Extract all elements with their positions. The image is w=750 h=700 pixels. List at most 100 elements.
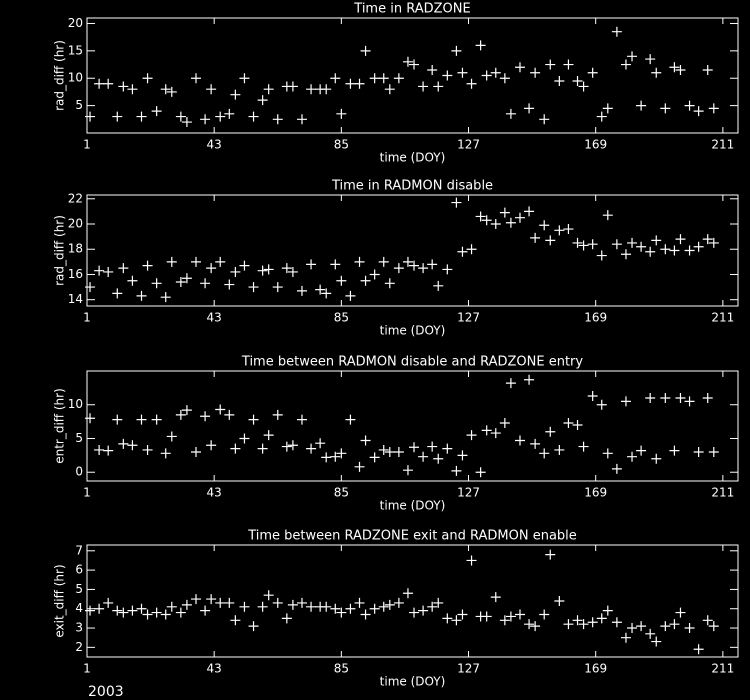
x-axis-label: time (DOY) <box>380 675 446 689</box>
point <box>563 59 574 70</box>
chart-title: Time in RADZONE <box>353 2 470 17</box>
point <box>281 263 292 274</box>
point <box>660 621 671 632</box>
point <box>127 605 138 616</box>
y-axis-label: rad_diff (hr) <box>53 40 67 111</box>
point <box>554 596 565 606</box>
point <box>627 237 638 248</box>
point <box>248 414 259 425</box>
point <box>433 81 444 92</box>
point <box>572 615 583 626</box>
point <box>206 263 217 274</box>
point <box>287 440 298 451</box>
point <box>181 405 192 416</box>
point <box>545 59 556 70</box>
point <box>94 265 105 276</box>
point <box>505 108 516 119</box>
point <box>175 607 186 618</box>
point <box>230 266 241 277</box>
year-label: 2003 <box>88 684 124 700</box>
point <box>103 597 114 608</box>
point <box>206 84 217 95</box>
point <box>708 446 719 457</box>
point <box>175 111 186 122</box>
point <box>287 266 298 277</box>
point <box>166 86 177 97</box>
point <box>636 445 647 456</box>
point <box>257 601 268 612</box>
point <box>651 453 662 464</box>
y-axis-label: exit_diff (hr) <box>53 564 67 637</box>
point <box>578 240 589 251</box>
point <box>530 67 541 78</box>
point <box>645 392 656 403</box>
point <box>602 103 613 114</box>
point <box>563 619 574 630</box>
point <box>200 411 211 422</box>
x-tick-label: 127 <box>457 138 480 152</box>
point <box>272 597 283 608</box>
point <box>466 430 477 441</box>
point <box>530 232 541 243</box>
point <box>596 399 607 410</box>
point <box>627 623 638 634</box>
point <box>708 237 719 248</box>
point <box>200 114 211 125</box>
point <box>402 56 413 67</box>
point <box>263 430 274 441</box>
point <box>248 282 259 293</box>
x-tick-label: 85 <box>334 138 349 152</box>
point <box>336 108 347 119</box>
point <box>230 89 241 100</box>
point <box>85 111 96 122</box>
point <box>127 440 138 451</box>
point <box>475 211 486 222</box>
point <box>181 117 192 128</box>
point <box>384 278 395 289</box>
point <box>433 280 444 291</box>
chart-title: Time in RADMON disable <box>331 179 493 194</box>
point <box>409 607 420 618</box>
point <box>514 212 525 223</box>
point <box>369 269 380 280</box>
point <box>554 75 565 86</box>
point <box>702 392 713 403</box>
point <box>645 54 656 65</box>
point <box>103 445 114 456</box>
point <box>345 290 356 301</box>
x-tick-label: 43 <box>207 486 222 500</box>
point <box>505 217 516 228</box>
point <box>702 234 713 245</box>
point <box>206 594 217 605</box>
point <box>524 619 535 630</box>
point <box>151 278 162 289</box>
point <box>336 448 347 459</box>
x-axis-label: time (DOY) <box>380 499 446 513</box>
point <box>660 392 671 403</box>
point <box>142 260 153 271</box>
point <box>490 428 501 439</box>
point <box>636 100 647 111</box>
y-tick-label: 5 <box>75 431 83 445</box>
chart-title: Time between RADMON disable and RADZONE … <box>241 355 583 370</box>
x-tick-label: 127 <box>457 486 480 500</box>
y-axis-label: rad_diff (hr) <box>53 215 67 286</box>
point <box>587 67 598 78</box>
point <box>336 275 347 286</box>
point <box>257 443 268 454</box>
point <box>481 215 492 226</box>
point <box>572 237 583 248</box>
point <box>481 425 492 436</box>
point <box>118 263 129 274</box>
x-axis-label: time (DOY) <box>380 151 446 165</box>
point <box>708 621 719 632</box>
point <box>514 62 525 73</box>
point <box>660 244 671 255</box>
point <box>572 75 583 86</box>
point <box>330 259 341 270</box>
point <box>384 599 395 610</box>
point <box>627 51 638 62</box>
point <box>118 81 129 92</box>
point <box>257 265 268 276</box>
point <box>103 78 114 89</box>
